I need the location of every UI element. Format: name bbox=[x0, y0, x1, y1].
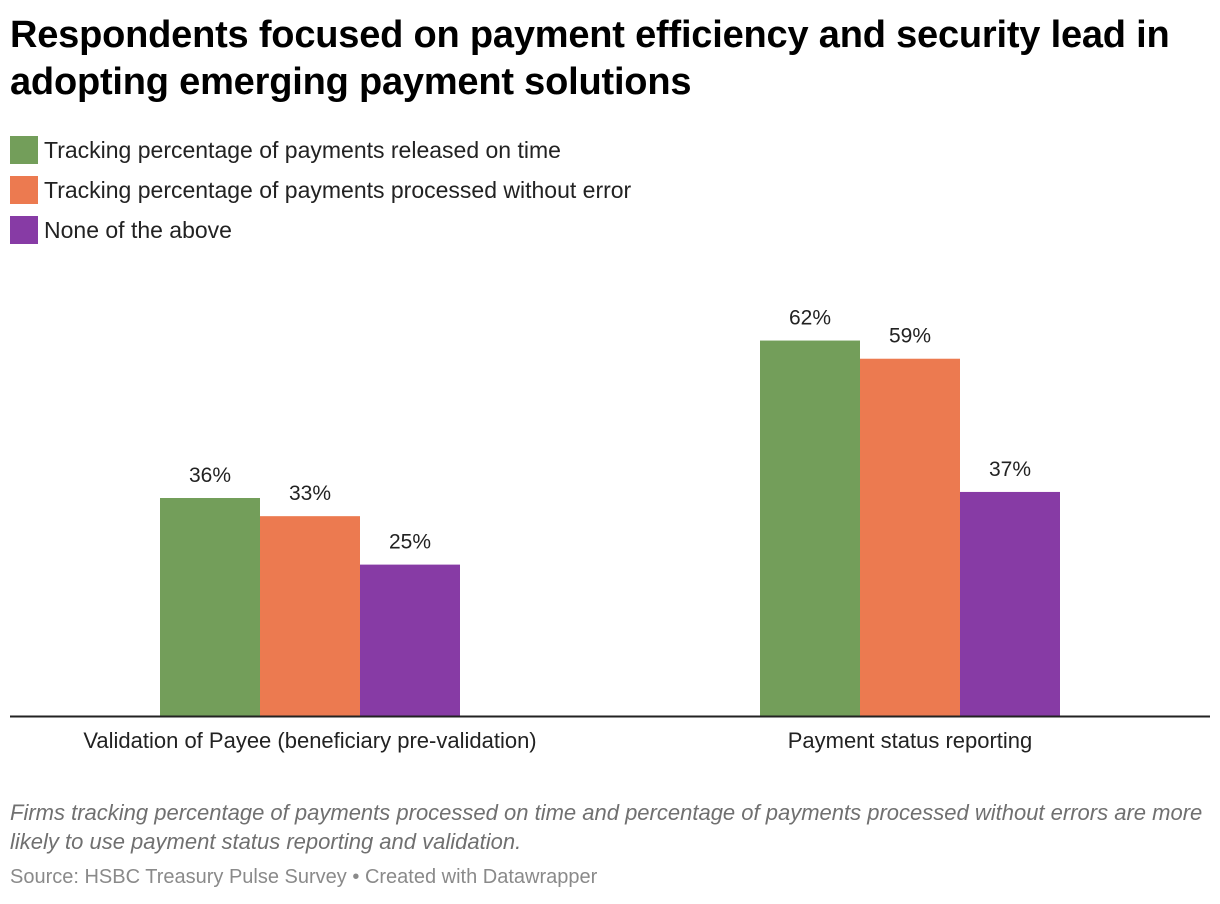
bar-1-2 bbox=[960, 491, 1060, 716]
data-label-1-1: 59% bbox=[889, 325, 931, 348]
credit-text: Created with Datawrapper bbox=[364, 866, 598, 888]
footer: Source: HSBC Treasury Pulse Survey • Cre… bbox=[10, 866, 597, 889]
data-label-0-2: 25% bbox=[389, 531, 431, 554]
data-label-0-0: 36% bbox=[189, 464, 231, 487]
bar-1-1 bbox=[860, 358, 960, 716]
legend-swatch-none-of-the-above bbox=[10, 216, 38, 244]
legend-label-released-on-time: Tracking percentage of payments released… bbox=[44, 136, 561, 163]
data-label-1-0: 62% bbox=[789, 307, 831, 330]
legend-item-none-of-the-above: None of the above bbox=[10, 210, 631, 250]
category-label-0: Validation of Payee (beneficiary pre-val… bbox=[83, 728, 536, 753]
legend-swatch-released-on-time bbox=[10, 136, 38, 164]
chart-title: Respondents focused on payment efficienc… bbox=[10, 14, 1170, 103]
bar-0-2 bbox=[360, 564, 460, 716]
bar-0-1 bbox=[260, 516, 360, 716]
legend: Tracking percentage of payments released… bbox=[10, 130, 631, 250]
legend-label-processed-without-error: Tracking percentage of payments processe… bbox=[44, 176, 632, 203]
bar-chart: 36% 33% 25% Validation of Payee (beneficiar… bbox=[10, 307, 1210, 753]
bar-1-0 bbox=[760, 340, 860, 716]
data-label-1-2: 37% bbox=[989, 458, 1031, 481]
legend-item-released-on-time: Tracking percentage of payments released… bbox=[10, 130, 631, 170]
legend-label-none-of-the-above: None of the above bbox=[44, 216, 232, 243]
category-label-1: Payment status reporting bbox=[788, 728, 1033, 753]
data-label-0-1: 33% bbox=[289, 482, 331, 505]
chart-note: Firms tracking percentage of payments pr… bbox=[10, 800, 1203, 854]
legend-item-processed-without-error: Tracking percentage of payments processe… bbox=[10, 170, 631, 210]
bar-0-0 bbox=[160, 498, 260, 716]
source-text: Source: HSBC Treasury Pulse Survey bbox=[10, 866, 347, 888]
legend-swatch-processed-without-error bbox=[10, 176, 38, 204]
footer-separator: • bbox=[352, 866, 360, 888]
